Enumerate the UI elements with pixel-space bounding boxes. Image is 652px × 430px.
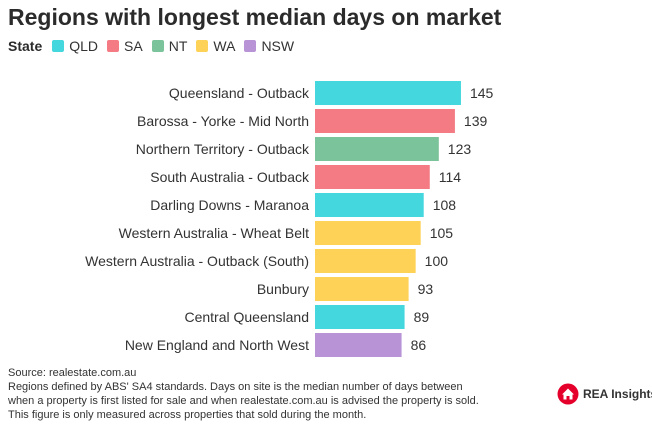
legend-swatch-nt: [151, 40, 164, 52]
data-label-barossa-yorke-mid-north: 139: [464, 113, 488, 129]
source-note: Source: realestate.com.au: [8, 367, 137, 379]
category-label-northern-territory-outback: Northern Territory - Outback: [136, 141, 310, 157]
bar-western-australia-outback-south: [315, 249, 416, 273]
legend-label-sa: SA: [124, 38, 143, 54]
data-label-bunbury: 93: [418, 281, 434, 297]
category-label-south-australia-outback: South Australia - Outback: [150, 169, 310, 185]
category-label-darling-downs-maranoa: Darling Downs - Maranoa: [150, 197, 309, 213]
bar-central-queensland: [315, 305, 405, 329]
legend-item-sa: SA: [107, 38, 143, 54]
data-label-northern-territory-outback: 123: [448, 141, 472, 157]
legend-heading: State: [8, 38, 43, 54]
legend-swatch-qld: [52, 40, 65, 52]
category-label-new-england-and-north-west: New England and North West: [125, 337, 309, 353]
bar-northern-territory-outback: [315, 137, 439, 161]
legend: State QLD SA NT WA NSW: [8, 38, 303, 54]
bar-bunbury: [315, 277, 409, 301]
bar-western-australia-wheat-belt: [315, 221, 421, 245]
legend-label-qld: QLD: [69, 38, 99, 54]
rea-house-logo-icon: [557, 383, 579, 405]
data-label-darling-downs-maranoa: 108: [433, 197, 457, 213]
category-label-central-queensland: Central Queensland: [184, 309, 309, 325]
data-label-south-australia-outback: 114: [439, 169, 462, 185]
data-label-western-australia-outback-south: 100: [425, 253, 449, 269]
bar-barossa-yorke-mid-north: [315, 109, 455, 133]
legend-item-qld: QLD: [52, 38, 98, 54]
category-label-bunbury: Bunbury: [257, 281, 309, 297]
footnote-line-2: when a property is first listed for sale…: [8, 395, 479, 407]
brand-name: REA Insights: [583, 387, 652, 401]
category-label-western-australia-wheat-belt: Western Australia - Wheat Belt: [119, 225, 309, 241]
footnote-line-1: Regions defined by ABS' SA4 standards. D…: [8, 381, 463, 393]
bar-new-england-and-north-west: [315, 333, 402, 357]
legend-item-nsw: NSW: [244, 38, 294, 54]
bar-south-australia-outback: [315, 165, 430, 189]
category-label-queensland-outback: Queensland - Outback: [169, 85, 310, 101]
legend-item-wa: WA: [196, 38, 235, 54]
bar-chart: Queensland - Outback 145 Barossa - Yorke -…: [85, 81, 494, 357]
legend-swatch-nsw: [244, 40, 257, 52]
legend-label-nt: NT: [168, 38, 188, 54]
legend-swatch-wa: [196, 40, 209, 52]
bar-darling-downs-maranoa: [315, 193, 424, 217]
footnote-line-3: This figure is only measured across prop…: [8, 409, 367, 421]
bar-queensland-outback: [315, 81, 461, 105]
data-label-new-england-and-north-west: 86: [411, 337, 427, 353]
chart-title: Regions with longest median days on mark…: [8, 4, 502, 30]
data-label-queensland-outback: 145: [470, 85, 494, 101]
category-label-barossa-yorke-mid-north: Barossa - Yorke - Mid North: [137, 113, 309, 129]
category-label-western-australia-outback-south: Western Australia - Outback (South): [85, 253, 309, 269]
data-label-western-australia-wheat-belt: 105: [430, 225, 454, 241]
rea-insights-brand: REA Insights: [557, 383, 652, 405]
legend-label-wa: WA: [213, 38, 236, 54]
legend-item-nt: NT: [151, 38, 188, 54]
legend-swatch-sa: [107, 40, 120, 52]
legend-label-nsw: NSW: [261, 38, 295, 54]
data-label-central-queensland: 89: [414, 309, 430, 325]
